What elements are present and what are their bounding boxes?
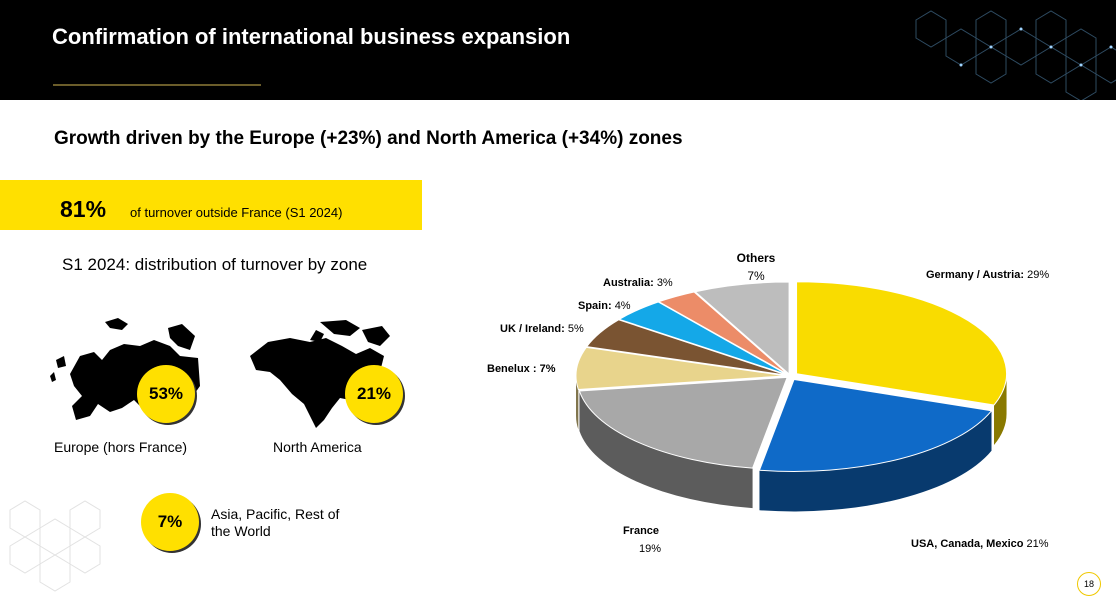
slice-label-spain-name: Spain: [578,300,612,312]
pie-slice-side-2 [579,391,753,509]
north-america-percent-badge: 21% [345,365,403,423]
pie-slice-7 [694,281,790,376]
kpi-band [0,180,422,230]
pie-slice-1 [758,378,993,472]
page-number: 18 [1077,572,1101,596]
pie-chart-svg [575,281,1008,512]
europe-percent: 53% [148,384,184,403]
slice-label-france-name: France [622,525,660,537]
asia-percent: 7% [157,512,183,531]
north-america-percent: 21% [356,384,392,403]
pie-slice-side-1 [759,410,992,512]
slice-label-spain: Spain: 4% [578,300,631,312]
slice-label-others-name: Others [736,251,776,265]
slice-label-benelux-value: 7% [539,363,556,375]
north-america-label: North America [273,439,362,455]
slice-label-usa-canada-mexico-value: 21% [1026,538,1049,550]
slice-label-usa-canada-mexico: USA, Canada, Mexico 21% [911,538,1049,550]
slice-label-benelux: Benelux : 7% [487,363,555,375]
slice-label-germany-austria: Germany / Austria: 29% [926,269,1049,281]
pie-chart [470,240,1030,565]
slice-label-germany-austria-value: 29% [1027,269,1050,281]
page-title: Confirmation of international business e… [52,24,571,49]
header-bar: Confirmation of international business e… [0,0,1116,100]
asia-percent-badge: 7% [141,493,199,551]
slice-label-uk-ireland-value: 5% [567,323,584,335]
title-underline [53,84,261,86]
hexagon-pattern-decoration [915,10,1116,100]
asia-label: Asia, Pacific, Rest of the World [211,506,340,539]
slice-label-australia: Australia: 3% [603,277,673,289]
pie-slice-2 [578,376,788,469]
pie-slice-0 [796,281,1008,406]
pie-slice-4 [585,319,787,376]
europe-percent-badge: 53% [137,365,195,423]
hexagon-pattern-decoration-bottom [9,500,101,592]
kpi-value: 81% [60,196,107,222]
slice-label-benelux-name: Benelux : [487,363,537,375]
north-america-map-icon [250,320,390,428]
slice-label-others: Others 7% [734,251,778,283]
slice-label-spain-value: 4% [614,300,631,312]
pie-slice-5 [618,301,788,376]
slice-label-australia-name: Australia: [603,277,654,289]
slice-label-france-value: 19% [639,543,662,555]
section-title: S1 2024: distribution of turnover by zon… [62,255,368,274]
pie-slice-3 [575,346,787,390]
slice-label-uk-ireland-name: UK / Ireland: [500,323,565,335]
subtitle: Growth driven by the Europe (+23%) and N… [54,128,683,149]
slice-label-usa-canada-mexico-name: USA, Canada, Mexico [911,538,1024,550]
pie-slice-6 [657,291,789,375]
slice-label-australia-value: 3% [656,277,673,289]
europe-label: Europe (hors France) [54,439,188,455]
pie-slice-side-0 [994,373,1007,446]
kpi-label: of turnover outside France (S1 2024) [130,205,343,220]
slice-label-france: France 19% [621,525,661,555]
slice-label-others-value: 7% [747,269,765,283]
slice-label-germany-austria-name: Germany / Austria: [926,269,1025,281]
slice-label-uk-ireland: UK / Ireland: 5% [500,323,584,335]
